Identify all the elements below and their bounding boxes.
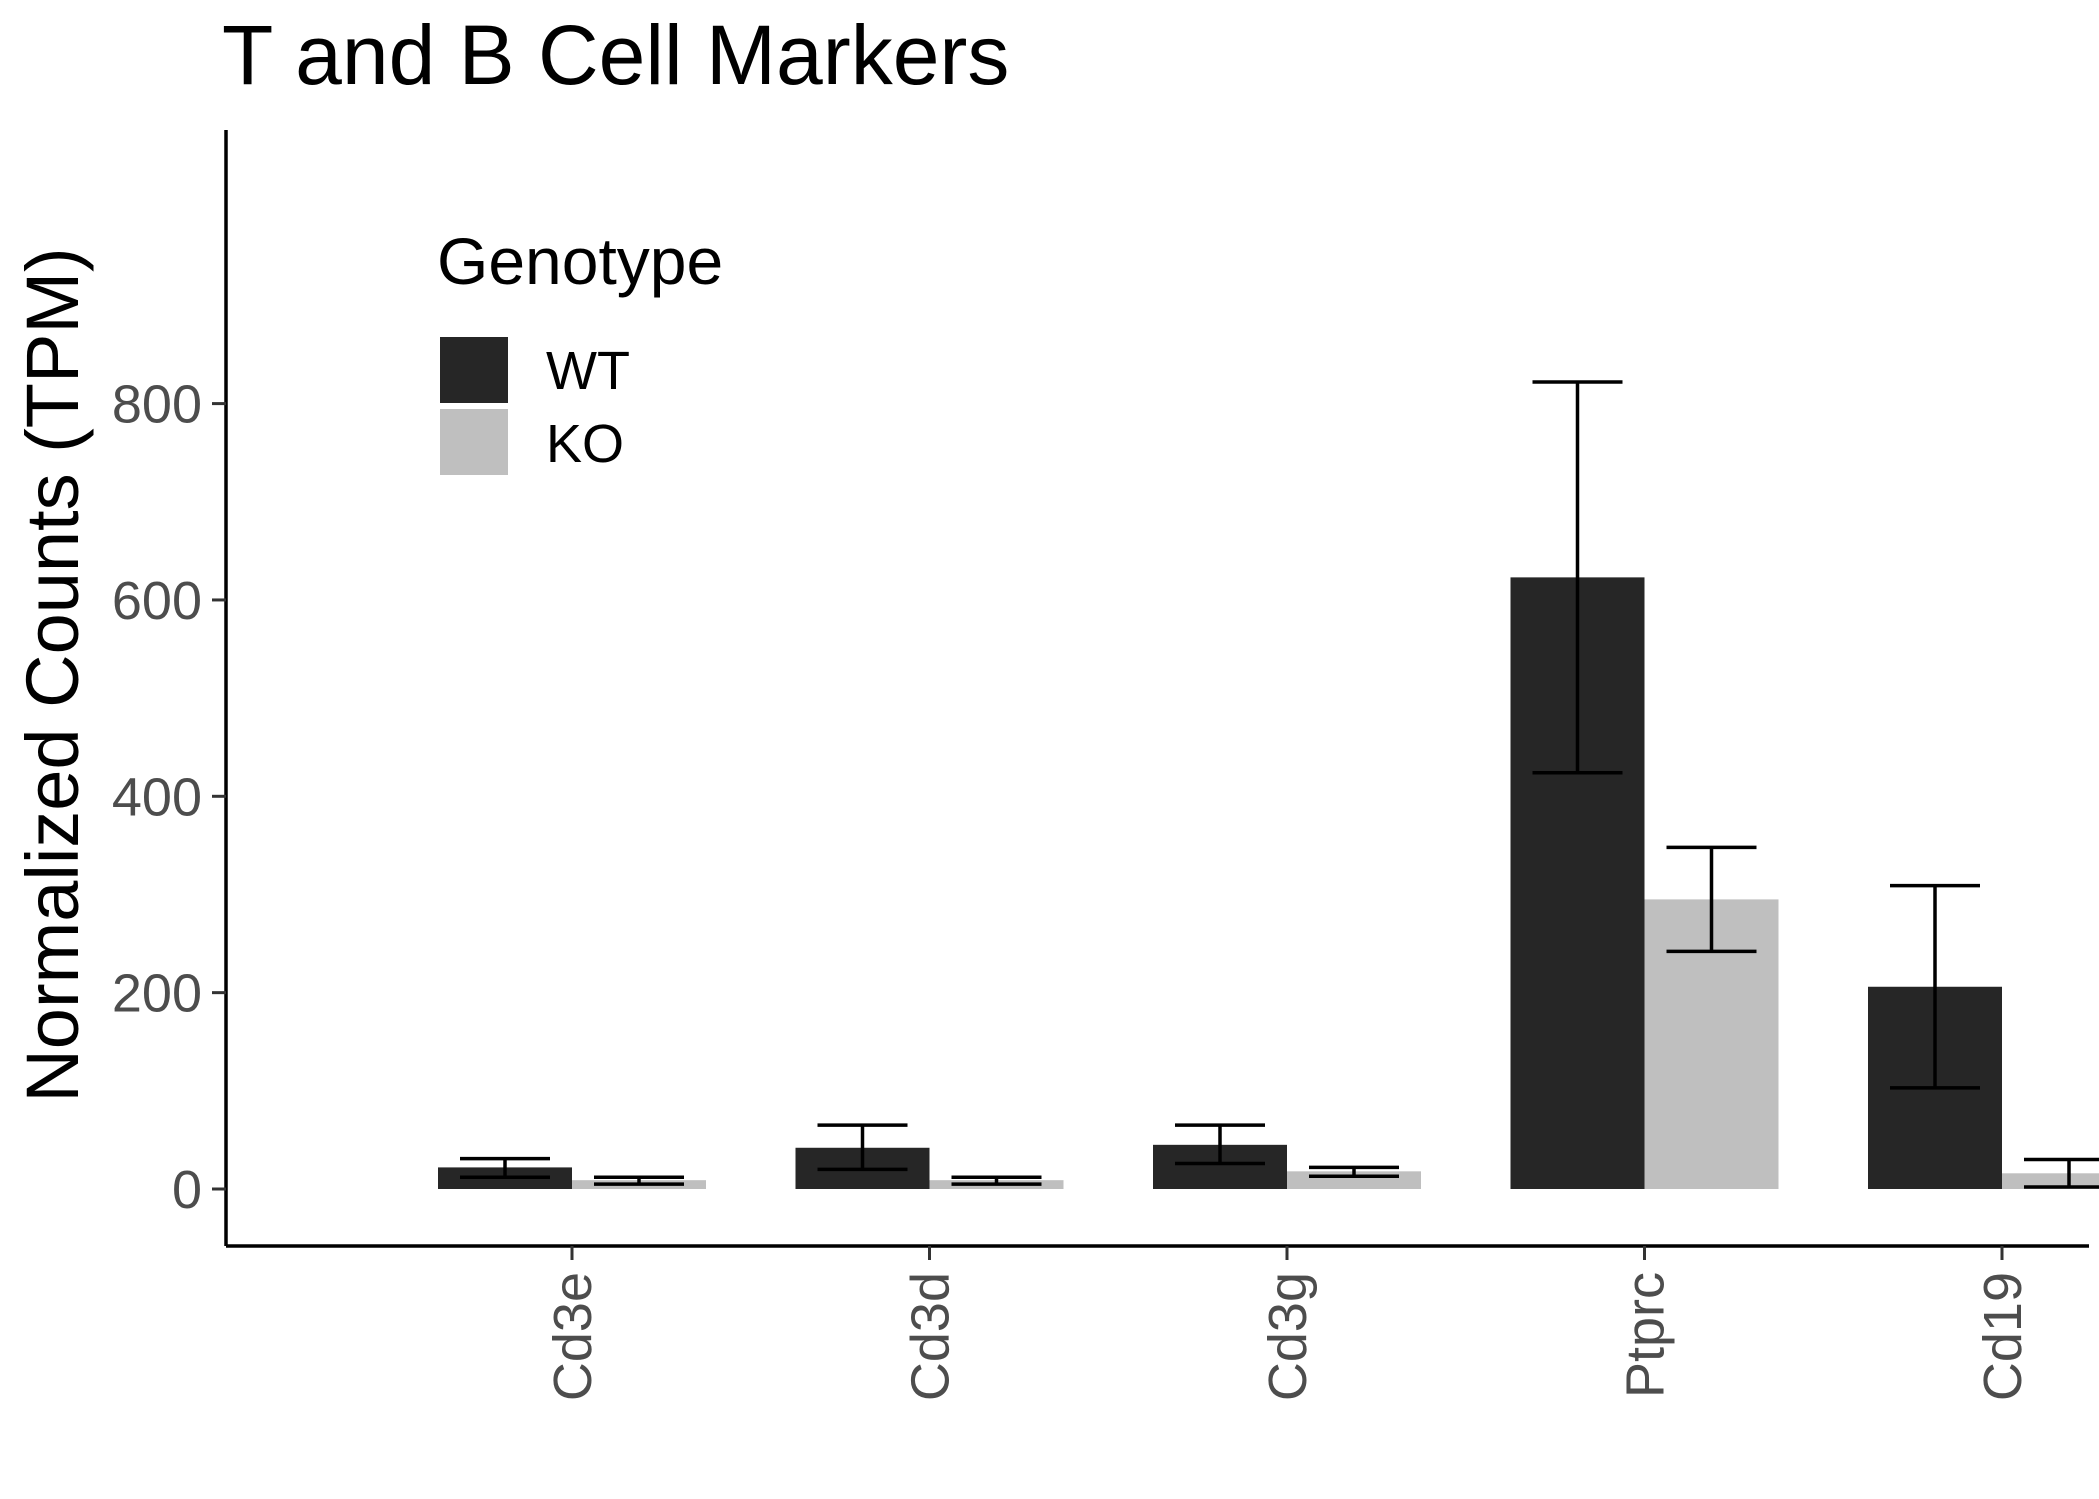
error-bar-wt-cd3d — [817, 1123, 908, 1172]
y-tick-label: 400 — [112, 767, 202, 827]
error-bar-ko-cd3d — [951, 1175, 1042, 1186]
x-tick-label: Cd3e — [543, 1272, 603, 1401]
error-bar-wt-ptprc — [1532, 380, 1623, 775]
x-axis-ticks: Cd3e Cd3d Cd3g Ptprc Cd19 — [543, 1246, 2033, 1401]
legend-label-ko: KO — [546, 414, 624, 474]
bars-layer — [438, 577, 2099, 1189]
x-tick-label: Ptprc — [1616, 1272, 1676, 1398]
bar-ko-cd19 — [2002, 1173, 2099, 1189]
error-bar-wt-cd3g — [1175, 1123, 1265, 1166]
legend-label-wt: WT — [546, 341, 630, 401]
legend-key-wt — [440, 337, 508, 403]
legend-title: Genotype — [437, 224, 723, 298]
x-tick-label: Cd3g — [1258, 1272, 1318, 1401]
x-tick-label: Cd19 — [1973, 1272, 2033, 1401]
legend-key-ko — [440, 409, 508, 475]
error-bar-ko-cd3g — [1309, 1165, 1399, 1178]
chart-title: T and B Cell Markers — [222, 8, 1009, 102]
error-bar-ko-cd19 — [2024, 1157, 2099, 1189]
error-bar-ko-cd3e — [594, 1175, 684, 1186]
x-tick-label: Cd3d — [901, 1272, 961, 1401]
y-tick-label: 0 — [172, 1160, 202, 1220]
legend: Genotype WT KO — [437, 224, 723, 475]
error-bar-wt-cd3e — [460, 1156, 550, 1179]
y-tick-label: 200 — [112, 964, 202, 1024]
error-bar-ko-ptprc — [1666, 845, 1757, 954]
y-tick-label: 600 — [112, 571, 202, 631]
y-tick-label: 800 — [112, 375, 202, 435]
error-bar-wt-cd19 — [1890, 883, 1980, 1090]
error-bars-layer — [460, 380, 2099, 1189]
y-axis-label: Normalized Counts (TPM) — [11, 247, 94, 1102]
y-axis-ticks: 0 200 400 600 800 — [112, 375, 226, 1220]
